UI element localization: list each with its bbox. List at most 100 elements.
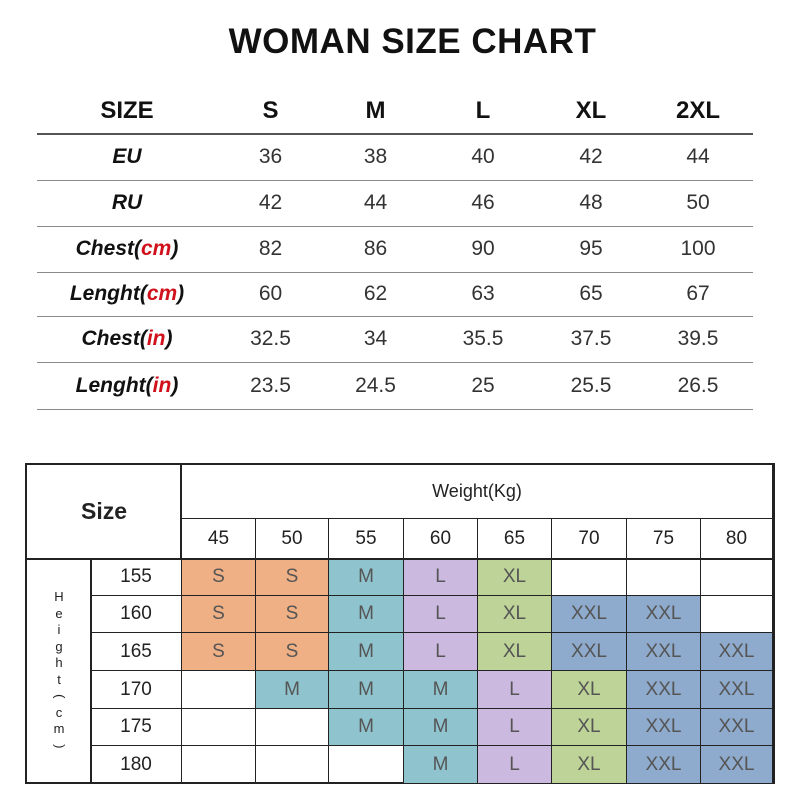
size-grid-cell: XXL xyxy=(627,596,701,633)
weight-header-cell: 45 xyxy=(182,519,256,559)
size-table-row: Lenght(in) 23.5 24.5 25 25.5 26.5 xyxy=(37,362,753,410)
size-grid-cell: L xyxy=(478,709,552,746)
size-table-row: Chest(in) 32.5 34 35.5 37.5 39.5 xyxy=(37,316,753,363)
size-grid-cell xyxy=(552,559,627,596)
size-row-label: Chest(in) xyxy=(37,316,217,363)
size-row-label-text: EU xyxy=(112,145,142,169)
size-grid-cell: S xyxy=(256,633,329,671)
size-row-label: EU xyxy=(37,134,217,181)
size-table-cell: 39.5 xyxy=(643,316,753,363)
size-table-cell: 38 xyxy=(324,134,427,181)
size-grid-cell xyxy=(256,709,329,746)
size-grid-cell: L xyxy=(404,596,478,633)
weight-header-cell: 75 xyxy=(627,519,701,559)
size-grid-cell: XL xyxy=(478,633,552,671)
size-table-cell: 24.5 xyxy=(324,362,427,410)
size-table-cell: 37.5 xyxy=(539,316,643,363)
size-grid-cell xyxy=(182,671,256,709)
size-grid-cell: M xyxy=(329,559,404,596)
size-grid-cell: XXL xyxy=(627,671,701,709)
size-table-cell: 36 xyxy=(217,134,324,181)
weight-header-cell: 50 xyxy=(256,519,329,559)
size-table-row: RU 42 44 46 48 50 xyxy=(37,180,753,227)
size-table-cell: 62 xyxy=(324,272,427,317)
size-row-unit: cm xyxy=(141,237,172,260)
size-table-row: Lenght(cm) 60 62 63 65 67 xyxy=(37,272,753,317)
size-grid-cell xyxy=(627,559,701,596)
size-grid-cell: L xyxy=(478,746,552,784)
size-grid-cell: M xyxy=(329,633,404,671)
height-value-cell: 175 xyxy=(91,709,182,746)
height-label-char: g xyxy=(55,638,63,654)
size-table-cell: 42 xyxy=(217,180,324,227)
size-table-cell: 23.5 xyxy=(217,362,324,410)
size-row-label-text: Lenght xyxy=(75,373,146,397)
size-row-label: Lenght(in) xyxy=(37,362,217,410)
size-table-cell: 67 xyxy=(643,272,753,317)
size-table-cell: 86 xyxy=(324,226,427,273)
size-header-m: M xyxy=(324,88,427,135)
size-header-s: S xyxy=(217,88,324,135)
size-grid-cell: L xyxy=(404,633,478,671)
height-label-char: h xyxy=(55,655,63,670)
size-grid-cell: S xyxy=(182,596,256,633)
size-grid-cell: XXL xyxy=(701,746,773,784)
size-grid-cell: XXL xyxy=(552,633,627,671)
grid-divider-vertical xyxy=(180,465,182,559)
size-table-cell: 82 xyxy=(217,226,324,273)
size-table-cell: 60 xyxy=(217,272,324,317)
size-table-cell: 25.5 xyxy=(539,362,643,410)
size-row-label-text: Chest xyxy=(75,237,134,260)
size-row-label-text: Chest xyxy=(81,327,140,350)
height-label-char: e xyxy=(55,605,63,621)
size-grid-cell: M xyxy=(256,671,329,709)
height-label-char: c xyxy=(55,704,63,720)
size-grid-cell: M xyxy=(404,746,478,784)
size-grid-cell: XXL xyxy=(627,709,701,746)
size-header-xl: XL xyxy=(539,88,643,135)
size-table-header-row: SIZE S M L XL 2XL xyxy=(37,88,753,135)
size-table-cell: 25 xyxy=(427,362,539,410)
size-table-row: EU 36 38 40 42 44 xyxy=(37,134,753,181)
size-grid-cell: M xyxy=(404,671,478,709)
page-title: WOMAN SIZE CHART xyxy=(228,22,597,61)
size-grid-cell: XL xyxy=(478,596,552,633)
size-table-cell: 32.5 xyxy=(217,316,324,363)
height-label-char: i xyxy=(57,622,61,637)
height-label-char: t xyxy=(57,671,61,687)
size-grid-cell: XXL xyxy=(627,746,701,784)
height-label-char: H xyxy=(54,589,64,604)
size-grid-cell: M xyxy=(329,671,404,709)
weight-header-cell: 60 xyxy=(404,519,478,559)
size-row-label-text: RU xyxy=(111,191,143,214)
size-grid-cell: M xyxy=(329,596,404,633)
size-row-unit: in xyxy=(146,327,166,350)
size-corner-label: Size xyxy=(27,465,182,559)
size-header-l: L xyxy=(427,88,539,135)
size-grid-cell: M xyxy=(329,709,404,746)
size-grid-cell: L xyxy=(404,559,478,596)
size-row-label: Lenght(cm) xyxy=(37,272,217,317)
size-grid-cell: XL xyxy=(552,746,627,784)
size-table-cell: 42 xyxy=(539,134,643,181)
size-table-cell: 65 xyxy=(539,272,643,317)
size-table-cell: 44 xyxy=(324,180,427,227)
size-table-body: EU 36 38 40 42 44 RU 42 44 46 48 50 Chest(cm) 82 86 90 9… xyxy=(37,134,753,410)
size-grid-cell xyxy=(256,746,329,784)
size-grid-cell: XXL xyxy=(701,709,773,746)
weight-header-cell: 80 xyxy=(701,519,773,559)
height-value-cell: 160 xyxy=(91,596,182,633)
weight-header-label: Weight(Kg) xyxy=(182,465,773,519)
size-row-unit: cm xyxy=(146,282,178,305)
size-header-label: SIZE xyxy=(37,88,217,135)
size-table-cell: 44 xyxy=(643,134,753,181)
size-row-label: RU xyxy=(37,180,217,227)
height-value-cell: 155 xyxy=(91,559,182,596)
size-table-cell: 40 xyxy=(427,134,539,181)
height-label-char: ( xyxy=(52,694,68,699)
size-grid-cell: XXL xyxy=(701,671,773,709)
size-grid-cell: XXL xyxy=(701,633,773,671)
size-row-label: Chest(cm) xyxy=(37,226,217,273)
